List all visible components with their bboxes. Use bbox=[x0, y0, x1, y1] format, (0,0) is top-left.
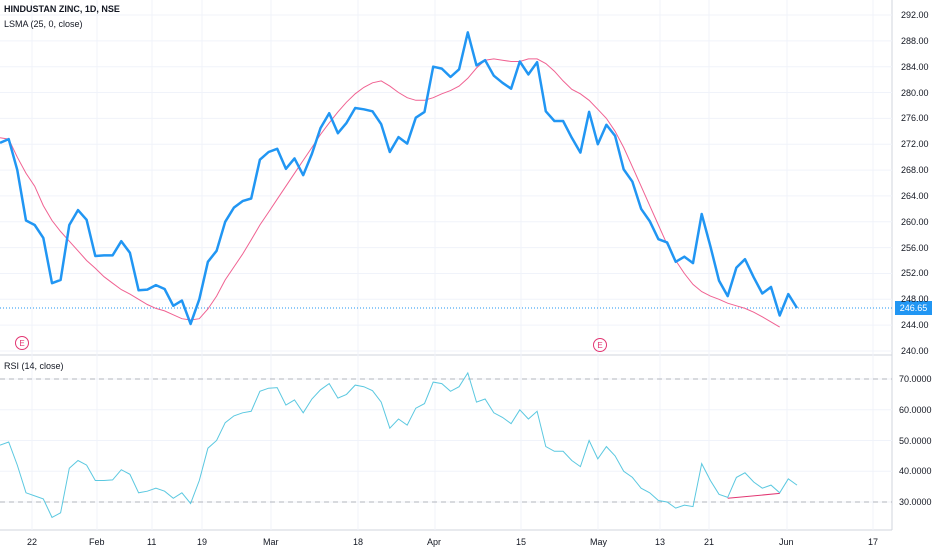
price-axis-label: 284.00 bbox=[901, 62, 929, 72]
x-tick-label: Mar bbox=[263, 537, 279, 547]
x-tick-label: 18 bbox=[353, 537, 364, 547]
earnings-marker[interactable]: E bbox=[593, 338, 607, 352]
x-tick-label: 21 bbox=[704, 537, 715, 547]
x-tick-label: Apr bbox=[427, 537, 442, 547]
rsi-line[interactable] bbox=[0, 371, 798, 519]
x-tick-label: 11 bbox=[147, 537, 157, 547]
rsi-axis-label: 50.0000 bbox=[899, 436, 932, 446]
price-axis-label: 240.00 bbox=[901, 346, 929, 356]
x-tick-label: 17 bbox=[868, 537, 879, 547]
price-axis-label: 248.00 bbox=[901, 294, 929, 304]
price-axis-label: 268.00 bbox=[901, 165, 929, 175]
price-axis-label: 288.00 bbox=[901, 36, 929, 46]
rsi-axis-label: 30.0000 bbox=[899, 497, 932, 507]
lsma-indicator-label[interactable]: LSMA (25, 0, close) bbox=[4, 19, 83, 29]
rsi-axis-label: 70.0000 bbox=[899, 374, 932, 384]
x-tick-label: 22 bbox=[27, 537, 38, 547]
rsi-trendline[interactable] bbox=[727, 492, 780, 499]
price-axis-label: 280.00 bbox=[901, 88, 929, 98]
price-axis-label: 252.00 bbox=[901, 268, 929, 278]
price-line[interactable] bbox=[0, 31, 799, 326]
lsma-line[interactable] bbox=[0, 58, 780, 328]
price-axis-label: 256.00 bbox=[901, 243, 929, 253]
x-tick-label: Jun bbox=[779, 537, 794, 547]
symbol-title: HINDUSTAN ZINC, 1D, NSE bbox=[4, 4, 120, 14]
rsi-indicator-label[interactable]: RSI (14, close) bbox=[4, 361, 64, 371]
price-axis-label: 260.00 bbox=[901, 217, 929, 227]
rsi-axis-label: 60.0000 bbox=[899, 405, 932, 415]
price-axis-label: 244.00 bbox=[901, 320, 929, 330]
price-axis-label: 272.00 bbox=[901, 139, 929, 149]
earnings-marker[interactable]: E bbox=[15, 336, 29, 350]
price-axis-label: 264.00 bbox=[901, 191, 929, 201]
current-price-badge: 246.65 bbox=[895, 301, 932, 315]
rsi-axis-label: 40.0000 bbox=[899, 466, 932, 476]
x-tick-label: Feb bbox=[89, 537, 105, 547]
x-tick-label: 13 bbox=[655, 537, 666, 547]
x-tick-label: 15 bbox=[516, 537, 527, 547]
x-tick-label: 19 bbox=[197, 537, 208, 547]
price-axis-label: 292.00 bbox=[901, 10, 929, 20]
x-tick-label: May bbox=[590, 537, 608, 547]
price-axis-label: 276.00 bbox=[901, 113, 929, 123]
